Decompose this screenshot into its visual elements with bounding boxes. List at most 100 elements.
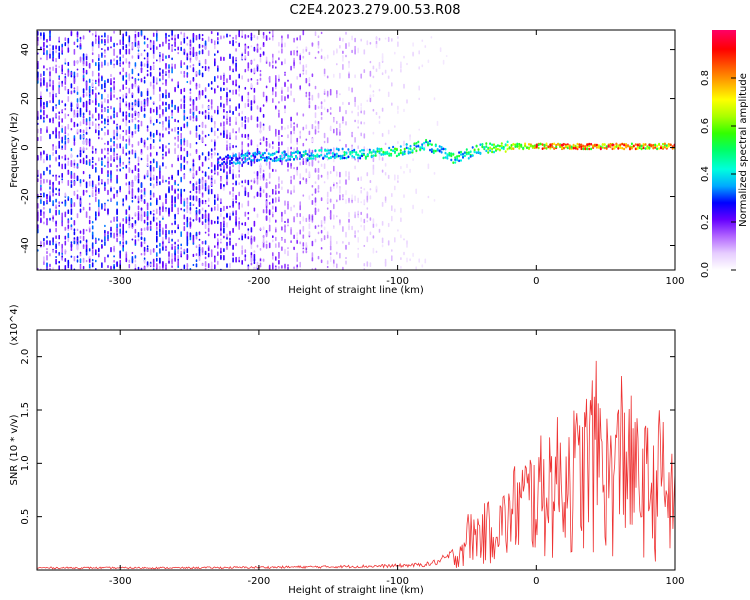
spectrogram-cell: [101, 120, 103, 124]
spectrogram-cell: [122, 149, 124, 155]
spectrogram-cell: [247, 211, 250, 215]
spectrogram-cell: [372, 90, 375, 93]
spectrogram-ridge-cell: [399, 145, 402, 148]
spectrogram-cell: [360, 121, 362, 125]
spectrogram-cell: [207, 263, 210, 269]
spectrogram-cell: [302, 234, 305, 239]
spectrogram-cell: [52, 203, 54, 207]
spectrogram-ridge-cell: [269, 153, 272, 157]
spectrogram-cell: [165, 106, 167, 112]
spectrogram-cell: [55, 235, 57, 240]
spectrogram-cell: [128, 142, 131, 146]
spectrogram-cell: [201, 72, 204, 78]
spectrogram-cell: [149, 72, 152, 77]
spectrogram-ridge-cell: [388, 146, 391, 150]
spectrogram-ridge-cell: [227, 156, 229, 160]
spectrogram-cell: [323, 68, 326, 75]
spectrogram-cell: [339, 139, 341, 142]
spectrogram-cell: [107, 208, 109, 215]
spectrogram-cell: [125, 48, 128, 55]
spectrogram-cell: [235, 194, 237, 200]
spectrogram-cell: [247, 103, 250, 108]
spectrogram-cell: [259, 258, 262, 261]
spectrogram-cell: [241, 163, 243, 168]
spectrogram-ridge-cell: [427, 143, 429, 147]
spectrogram-cell: [95, 162, 97, 166]
spectrogram-cell: [171, 195, 173, 201]
spectrogram-cell: [290, 116, 292, 122]
spectrogram-cell: [95, 79, 97, 82]
spectrogram-ridge-cell: [479, 152, 482, 155]
spectrogram-cell: [58, 36, 60, 41]
spectrogram-ridge-cell: [355, 151, 358, 154]
spectrogram-cell: [183, 188, 186, 192]
spectrogram-ridge-cell: [326, 152, 328, 156]
spectrogram-ridge-cell: [320, 153, 323, 157]
spectrogram-cell: [162, 261, 164, 268]
spectrogram-cell: [378, 61, 381, 67]
spectrogram-ridge-cell: [289, 155, 292, 158]
spectrogram-cell: [82, 118, 85, 125]
spectrogram-cell: [162, 175, 164, 180]
spectrogram-cell: [238, 217, 240, 220]
spectrogram-cell: [134, 79, 137, 82]
spectrogram-cell: [238, 173, 240, 178]
spectrogram-cell: [326, 174, 329, 180]
spectrogram-cell: [345, 109, 347, 115]
spectrogram-ridge-cell: [359, 156, 362, 160]
spectrogram-cell: [143, 139, 146, 143]
spectrogram-cell: [116, 153, 118, 156]
spectrogram-cell: [198, 200, 201, 203]
spectrogram-cell: [171, 185, 173, 191]
spectrogram-cell: [49, 181, 51, 186]
spectrogram-cell: [76, 244, 79, 251]
spectrogram-ridge-cell: [258, 158, 261, 162]
spectrogram-cell: [110, 73, 112, 77]
spectrogram-cell: [217, 171, 219, 176]
spectrogram-ridge-cell: [248, 157, 251, 160]
spectrogram-cell: [88, 121, 91, 126]
spectrogram-cell: [125, 58, 128, 64]
spectrogram-cell: [52, 66, 54, 71]
spectrogram-ridge-cell: [533, 146, 536, 149]
spectrogram-cell: [369, 60, 372, 64]
spectrogram-cell: [134, 41, 137, 47]
spectrogram-cell: [254, 270, 256, 275]
spectrogram-cell: [204, 171, 207, 177]
spectrogram-cell: [378, 120, 381, 124]
spectrogram-cell: [137, 124, 140, 130]
spectrogram-ridge-cell: [242, 156, 245, 160]
colorbar-tick-label: 0.0: [700, 262, 711, 278]
spectrogram-cell: [116, 261, 118, 265]
spectrogram-cell: [369, 180, 372, 183]
colorbar-tick-label: 0.4: [700, 166, 711, 182]
spectrogram-cell: [348, 73, 350, 79]
spectrogram-cell: [55, 106, 57, 109]
spectrogram-cell: [189, 80, 192, 85]
spectrogram-cell: [372, 218, 375, 225]
spectrogram-cell: [140, 241, 143, 247]
spectrogram-cell: [220, 183, 222, 190]
spectrogram-cell: [64, 135, 67, 141]
spectrogram-cell: [394, 237, 396, 243]
spectrogram-ridge-cell: [528, 143, 530, 146]
spectrogram-cell: [159, 104, 161, 110]
spectrogram-cell: [314, 104, 317, 110]
spectrogram-cell: [204, 218, 207, 223]
spectrogram-cell: [265, 141, 268, 147]
spectrogram-cell: [125, 101, 128, 104]
y-tick-label: 0.5: [20, 509, 31, 525]
spectrogram-cell: [88, 162, 91, 166]
spectrogram-cell: [314, 129, 317, 135]
spectrogram-cell: [412, 204, 414, 210]
spectrogram-cell: [366, 191, 369, 197]
spectrogram-cell: [64, 85, 67, 91]
spectrogram-cell: [76, 154, 79, 158]
spectrogram-cell: [210, 148, 213, 152]
spectrogram-cell: [149, 96, 152, 100]
spectrogram-cell: [372, 235, 375, 239]
spectrogram-cell: [412, 51, 414, 57]
spectrogram-cell: [342, 194, 344, 198]
spectrogram-cell: [64, 77, 67, 83]
spectrogram-ridge-cell: [386, 150, 389, 154]
